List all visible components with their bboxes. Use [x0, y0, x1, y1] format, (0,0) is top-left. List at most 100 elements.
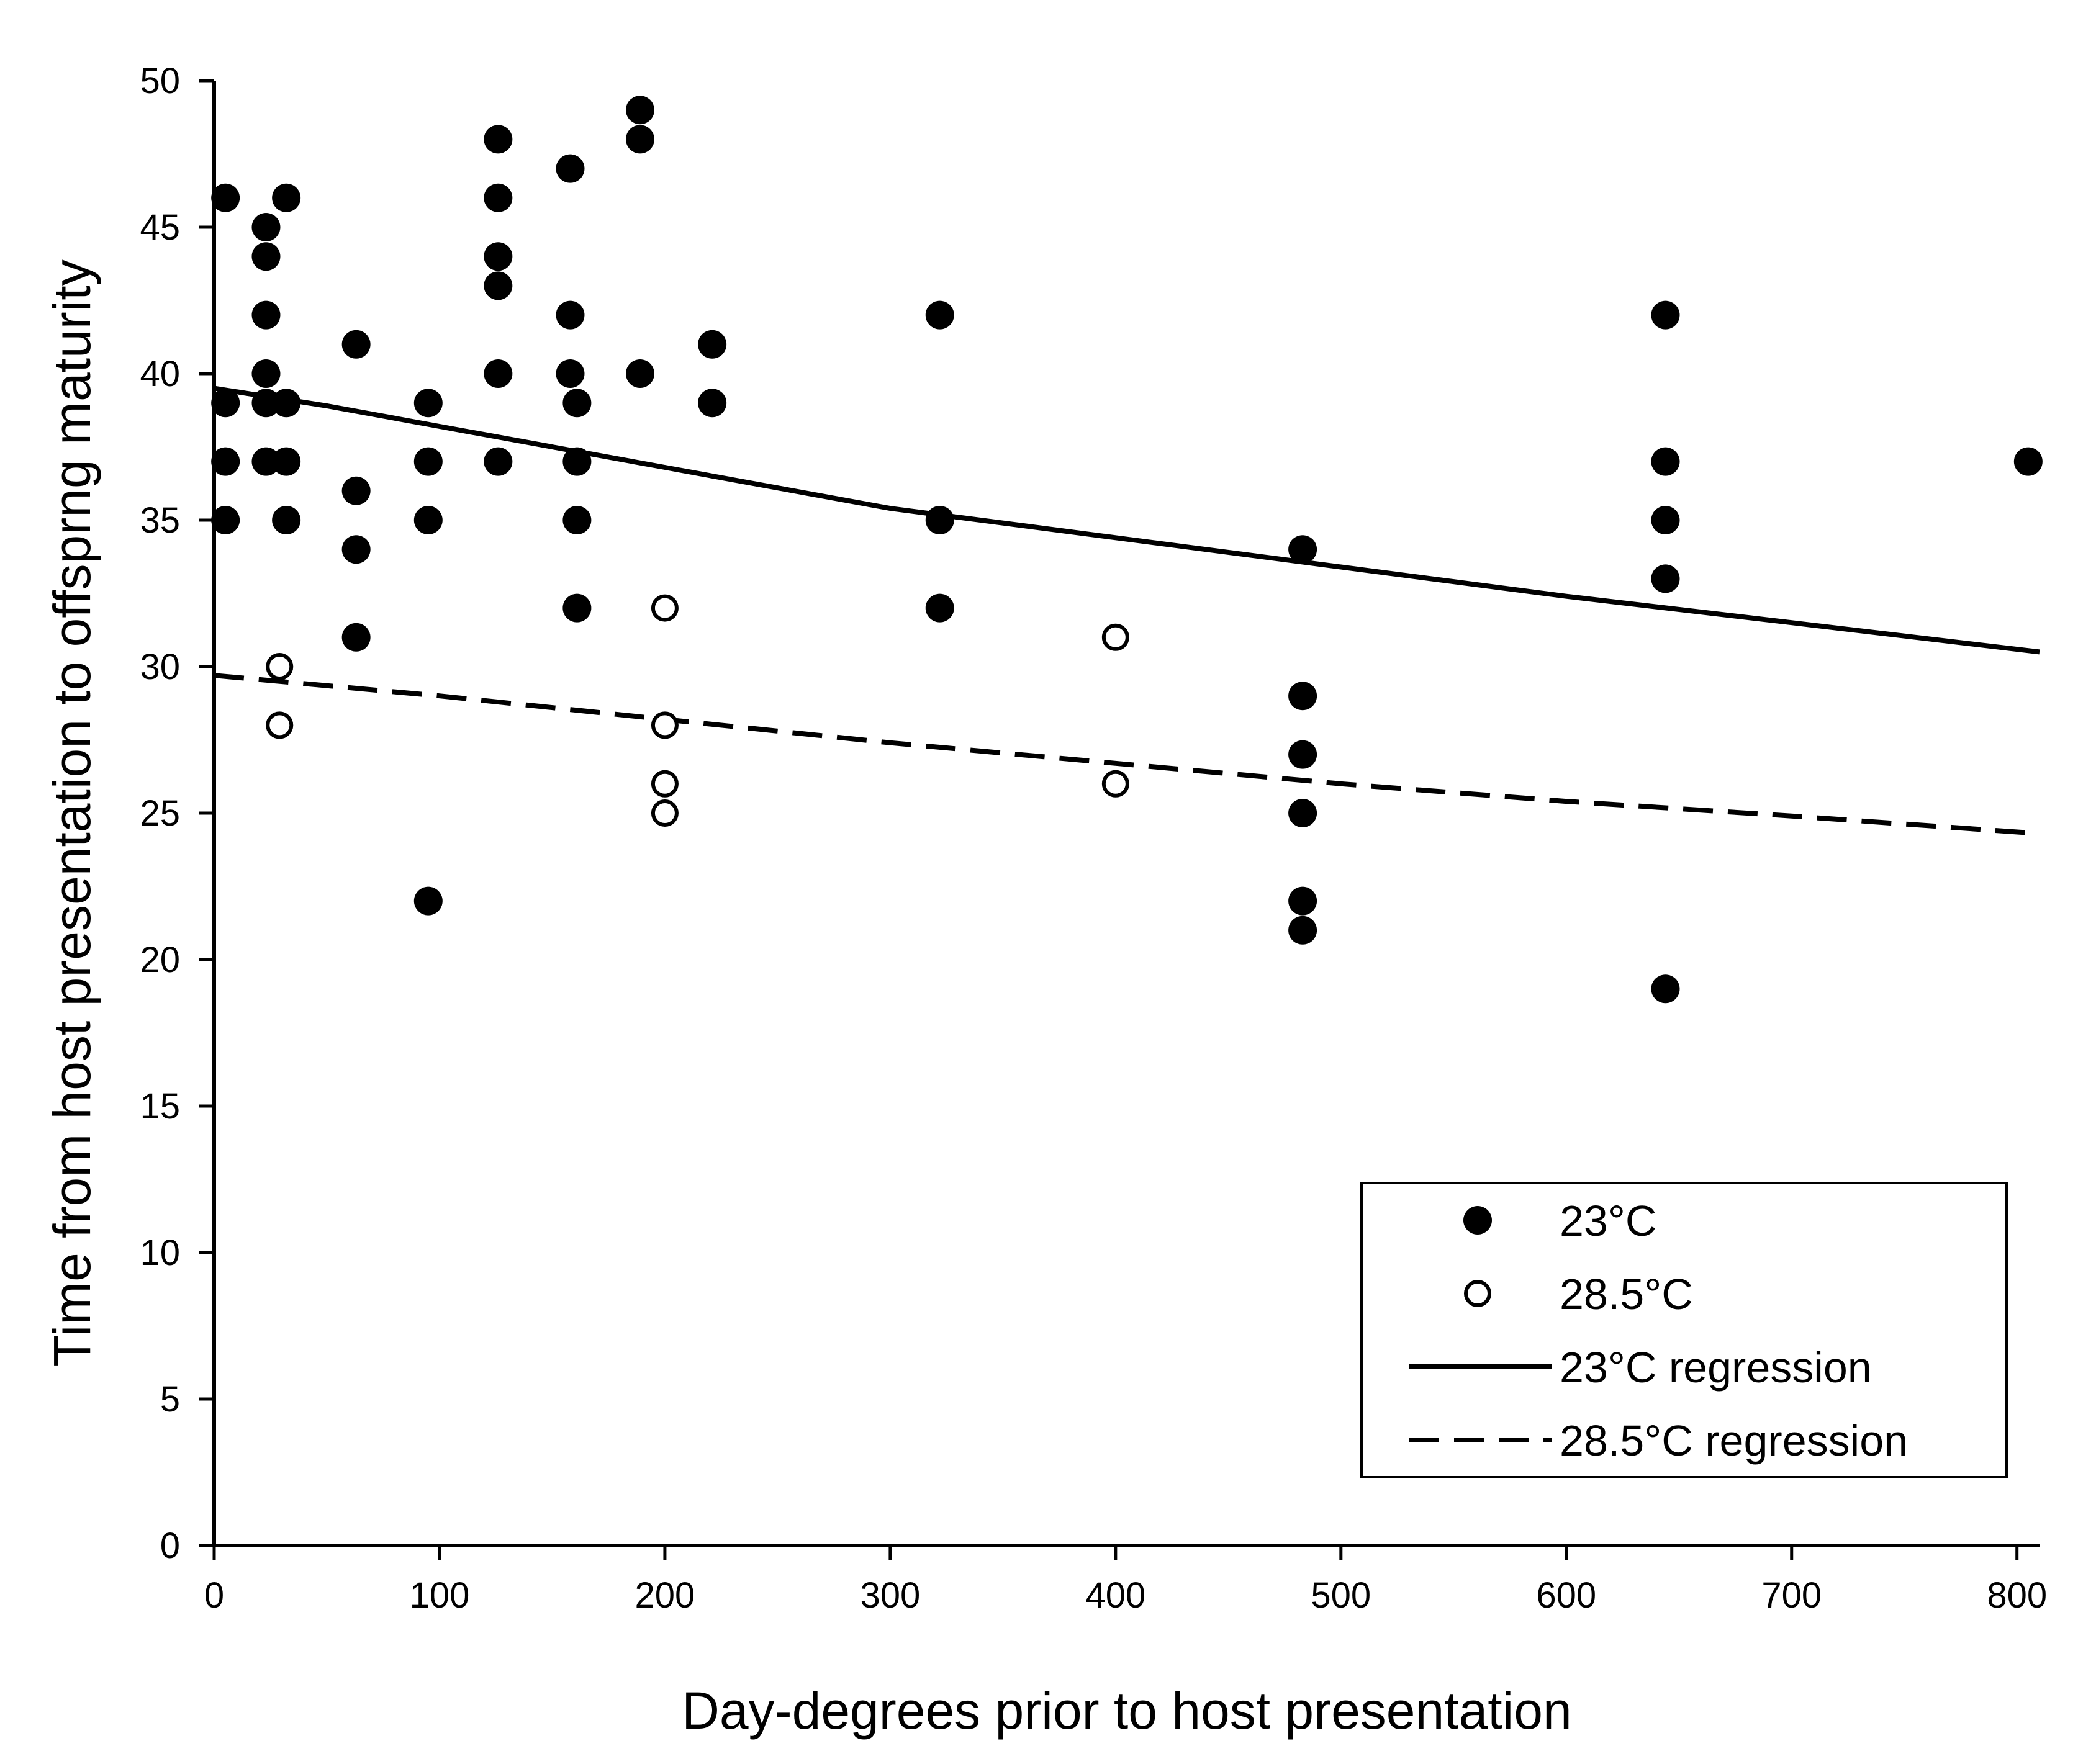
y-axis-title: Time from host presentation to offsprng …: [43, 259, 101, 1366]
y-tick-label: 35: [140, 500, 180, 541]
data-point-23c: [272, 506, 301, 534]
y-tick-label: 50: [140, 61, 180, 101]
data-point-23c: [925, 593, 954, 623]
data-point-23c: [484, 183, 513, 212]
data-point-23c: [1288, 916, 1317, 945]
y-tick-label: 25: [140, 793, 180, 834]
data-point-28-5c: [651, 594, 679, 622]
data-point-23c: [1651, 447, 1680, 476]
data-point-23c: [251, 300, 281, 330]
data-point-28-5c: [651, 770, 679, 798]
data-point-23c: [272, 183, 301, 212]
legend-box: [1360, 1182, 2008, 1478]
data-point-23c: [626, 359, 654, 388]
data-point-23c: [1288, 799, 1317, 827]
data-point-23c: [251, 213, 281, 241]
x-tick-label: 100: [410, 1575, 470, 1616]
data-point-23c: [272, 447, 301, 476]
legend-label-23c-regression: 23°C regression: [1560, 1343, 1872, 1392]
data-point-23c: [484, 271, 513, 300]
regression-line-28-5c: [214, 673, 2040, 836]
legend-label-28-5c: 28.5°C: [1560, 1270, 1693, 1318]
data-point-23c: [1651, 300, 1680, 330]
y-tick-label: 30: [140, 647, 180, 687]
x-axis-title: Day-degrees prior to host presentation: [682, 1681, 1571, 1740]
x-tick-label: 200: [635, 1575, 695, 1616]
legend-symbol-28-5c: [1464, 1280, 1491, 1307]
x-tick-label: 800: [1987, 1575, 2047, 1616]
data-point-23c: [211, 183, 240, 212]
regression-lines: [214, 385, 2040, 836]
data-point-28-5c: [266, 653, 294, 680]
data-point-23c: [272, 389, 301, 418]
data-point-23c: [484, 125, 513, 154]
data-point-23c: [1288, 682, 1317, 711]
x-tick-label: 0: [204, 1575, 224, 1616]
data-point-28-5c: [1101, 770, 1129, 798]
data-point-23c: [556, 359, 585, 388]
legend-symbol-23c: [1463, 1206, 1492, 1235]
data-points: [211, 96, 2043, 1004]
data-point-28-5c: [651, 711, 679, 739]
y-tick-label: 45: [140, 207, 180, 248]
data-point-28-5c: [1101, 623, 1129, 651]
data-point-23c: [413, 389, 443, 418]
data-point-23c: [1288, 535, 1317, 564]
data-point-23c: [341, 535, 371, 564]
y-tick-label: 10: [140, 1233, 180, 1273]
data-point-23c: [562, 447, 592, 476]
y-tick-label: 40: [140, 354, 180, 394]
legend: 23°C 28.5°C 23°C regression 28.5°C regre…: [1360, 1182, 2008, 1478]
data-point-23c: [1651, 506, 1680, 534]
x-axis-ticks: 0 100 200 300 400 500 600 700 800: [204, 1546, 2047, 1616]
data-point-23c: [1651, 564, 1680, 593]
data-point-23c: [251, 447, 281, 476]
data-point-23c: [484, 447, 513, 476]
data-point-23c: [626, 125, 654, 154]
data-point-23c: [556, 300, 585, 330]
data-point-28-5c: [651, 799, 679, 827]
data-point-23c: [211, 447, 240, 476]
data-point-23c: [1288, 740, 1317, 769]
data-point-23c: [1288, 886, 1317, 916]
x-tick-label: 500: [1311, 1575, 1371, 1616]
data-point-23c: [251, 242, 281, 271]
data-point-23c: [211, 506, 240, 534]
data-point-23c: [341, 476, 371, 505]
data-point-23c: [211, 389, 240, 418]
data-point-23c: [413, 886, 443, 916]
x-tick-label: 400: [1085, 1575, 1145, 1616]
data-point-23c: [484, 359, 513, 388]
data-point-28-5c: [266, 711, 294, 739]
x-tick-label: 300: [860, 1575, 920, 1616]
legend-label-28-5c-regression: 28.5°C regression: [1560, 1416, 1908, 1465]
data-point-23c: [413, 447, 443, 476]
y-tick-label: 0: [160, 1526, 180, 1566]
data-point-23c: [626, 96, 654, 125]
y-axis-ticks: 0 5 10 15 20 25 30 35 40 45 50: [140, 61, 214, 1566]
legend-label-23c: 23°C: [1560, 1197, 1656, 1245]
data-point-23c: [556, 154, 585, 183]
data-point-23c: [698, 330, 727, 359]
data-point-23c: [562, 593, 592, 623]
data-point-23c: [251, 389, 281, 418]
data-point-23c: [251, 359, 281, 388]
x-tick-label: 600: [1536, 1575, 1596, 1616]
data-point-23c: [341, 330, 371, 359]
data-point-23c: [698, 389, 727, 418]
data-point-23c: [341, 623, 371, 652]
data-point-23c: [562, 506, 592, 534]
data-point-23c: [1651, 974, 1680, 1004]
data-point-23c: [925, 506, 954, 534]
data-point-23c: [925, 300, 954, 330]
data-point-23c: [484, 242, 513, 271]
x-tick-label: 700: [1761, 1575, 1822, 1616]
regression-line-23c: [214, 385, 2040, 655]
data-point-23c: [2013, 447, 2043, 476]
data-point-23c: [413, 506, 443, 534]
y-tick-label: 20: [140, 940, 180, 980]
y-tick-label: 5: [160, 1379, 180, 1420]
data-point-23c: [562, 389, 592, 418]
